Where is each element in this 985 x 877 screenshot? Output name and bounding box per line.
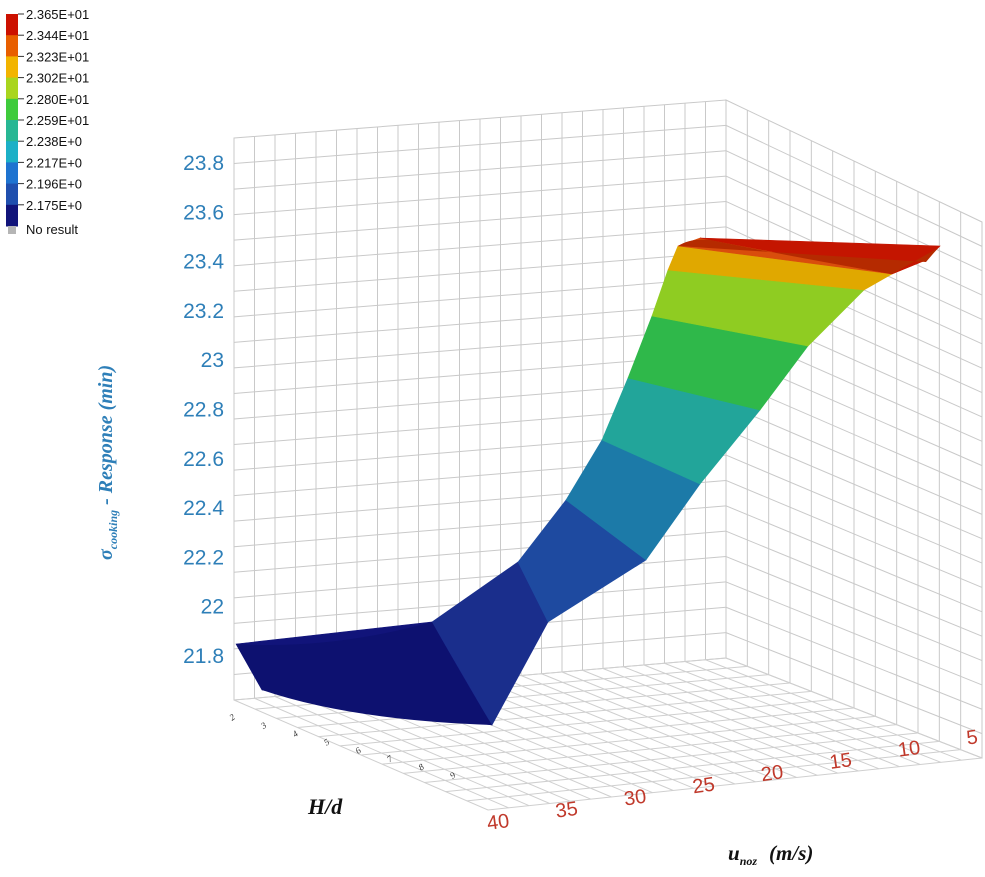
response-surface: [235, 237, 941, 726]
z-tick-label: 23.2: [183, 300, 224, 323]
hd-tick-label: 7: [385, 753, 395, 764]
legend-swatch: [6, 14, 18, 36]
legend-swatch: [6, 141, 18, 163]
z-tick-label: 22.6: [183, 448, 224, 471]
hd-axis-title: H/d: [307, 794, 343, 819]
legend-label: 2.302E+01: [26, 71, 89, 86]
u-tick-label: 15: [828, 749, 853, 774]
u-tick-label: 40: [486, 810, 511, 835]
u-axis-title: unoz (m/s): [728, 841, 813, 868]
u-tick-label: 20: [760, 761, 785, 786]
hd-tick-label: 9: [448, 770, 458, 781]
surface-peak: [678, 239, 938, 274]
z-tick-label: 22.4: [183, 497, 224, 520]
legend-label: 2.238E+0: [26, 134, 82, 149]
u-axis-ticks: 40 35 30 25 20 15 10 5: [486, 726, 980, 835]
u-axis-title-subscript: noz: [740, 854, 758, 868]
hd-tick-label: 6: [353, 745, 363, 756]
legend-label: 2.323E+01: [26, 49, 89, 64]
legend-no-result-swatch: [8, 226, 16, 234]
legend-label: 2.365E+01: [26, 7, 89, 22]
z-tick-label: 23.8: [183, 152, 224, 175]
z-tick-label: 22.8: [183, 399, 224, 422]
z-tick-label: 22: [201, 596, 224, 619]
hd-tick-label: 5: [322, 736, 332, 747]
u-tick-label: 25: [691, 773, 716, 798]
legend-label: 2.280E+01: [26, 92, 89, 107]
hd-tick-label: 4: [290, 728, 300, 739]
z-tick-label: 21.8: [183, 645, 224, 668]
hd-axis-ticks: 2 3 4 5 6 7 8 9: [227, 712, 457, 781]
legend-swatch: [6, 56, 18, 79]
z-tick-label: 22.2: [183, 546, 224, 569]
legend-label: 2.344E+01: [26, 28, 89, 43]
z-axis-title: σcooking - Response (min): [95, 365, 120, 560]
u-tick-label: 30: [623, 786, 648, 811]
legend-swatch: [6, 98, 18, 121]
z-axis-title-sigma: σ: [95, 548, 117, 560]
hd-tick-label: 8: [416, 761, 426, 772]
legend-label: 2.175E+0: [26, 198, 82, 213]
u-axis-title-unit: (m/s): [769, 841, 813, 865]
u-axis-title-main: u: [728, 841, 740, 865]
legend-label: 2.259E+01: [26, 113, 89, 128]
legend-swatch: [6, 204, 18, 227]
z-axis-title-rest: - Response (min): [95, 365, 117, 510]
legend-swatch: [6, 162, 18, 185]
legend-label: 2.196E+0: [26, 177, 82, 192]
z-tick-label: 23.4: [183, 251, 224, 274]
z-axis-ticks: 23.8 23.6 23.4 23.2 23 22.8 22.6 22.4 22.2 22 21.8: [183, 152, 224, 668]
legend-swatch: [6, 183, 18, 206]
color-legend: 2.365E+01 2.344E+01 2.323E+01 2.302E+01 2.28…: [6, 7, 89, 237]
legend-swatch: [6, 120, 18, 142]
right-wall-grid: [725, 99, 983, 759]
legend-swatch: [6, 77, 18, 100]
u-tick-label: 35: [554, 798, 579, 823]
legend-label: 2.217E+0: [26, 155, 82, 170]
z-axis-title-subscript: cooking: [106, 510, 120, 549]
hd-tick-label: 3: [258, 720, 269, 732]
hd-tick-label: 2: [227, 712, 237, 723]
legend-swatch: [6, 35, 18, 57]
u-tick-label: 5: [965, 726, 979, 749]
legend-no-result-label: No result: [26, 222, 78, 237]
u-tick-label: 10: [897, 737, 922, 762]
floor-grid: [233, 657, 983, 811]
z-tick-label: 23: [201, 349, 224, 372]
z-tick-label: 23.6: [183, 201, 224, 224]
surface-trough: [236, 622, 492, 725]
